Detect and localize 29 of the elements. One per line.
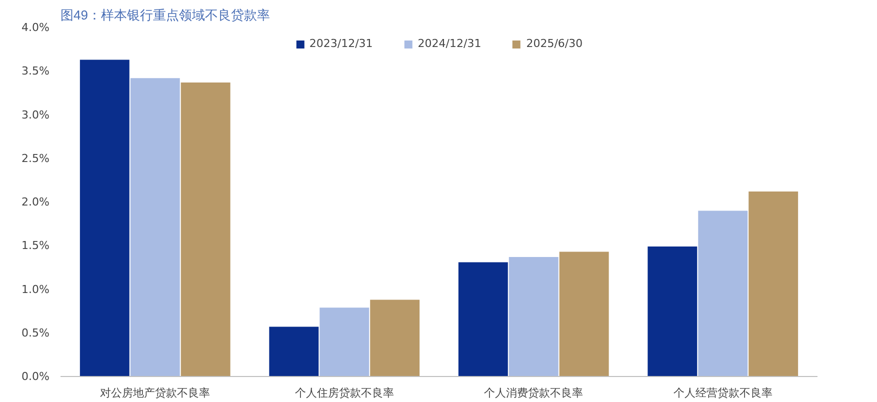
y-tick-label: 1.0% (22, 282, 50, 296)
chart-title: 图49：样本银行重点领域不良贷款率 (60, 8, 270, 22)
x-tick-label: 对公房地产贷款不良率 (100, 386, 210, 400)
y-tick-label: 2.5% (22, 152, 50, 165)
bar (458, 262, 508, 376)
y-tick-label: 0.0% (22, 370, 50, 383)
y-tick-label: 1.5% (22, 239, 50, 252)
x-tick-label: 个人消费贷款不良率 (484, 386, 584, 400)
legend-label: 2024/12/31 (418, 37, 482, 50)
bar (180, 82, 230, 376)
legend-label: 2025/6/30 (526, 37, 583, 50)
bar (508, 256, 558, 376)
bar (559, 252, 609, 376)
y-tick-label: 3.5% (22, 64, 50, 78)
bar (80, 60, 130, 376)
x-tick-label: 个人住房贷款不良率 (294, 386, 394, 400)
y-tick-label: 0.5% (22, 326, 50, 340)
x-tick-label: 个人经营贷款不良率 (673, 386, 772, 400)
bar (698, 210, 748, 376)
bar (130, 78, 180, 376)
bar (320, 308, 370, 376)
y-tick-label: 2.0% (22, 196, 50, 208)
bar (269, 326, 319, 376)
y-tick-label: 4.0% (22, 21, 50, 34)
bar (648, 246, 698, 376)
legend-label: 2023/12/31 (309, 37, 373, 50)
y-tick-label: 3.0% (22, 108, 50, 122)
bar (748, 192, 798, 376)
bar (370, 300, 420, 376)
